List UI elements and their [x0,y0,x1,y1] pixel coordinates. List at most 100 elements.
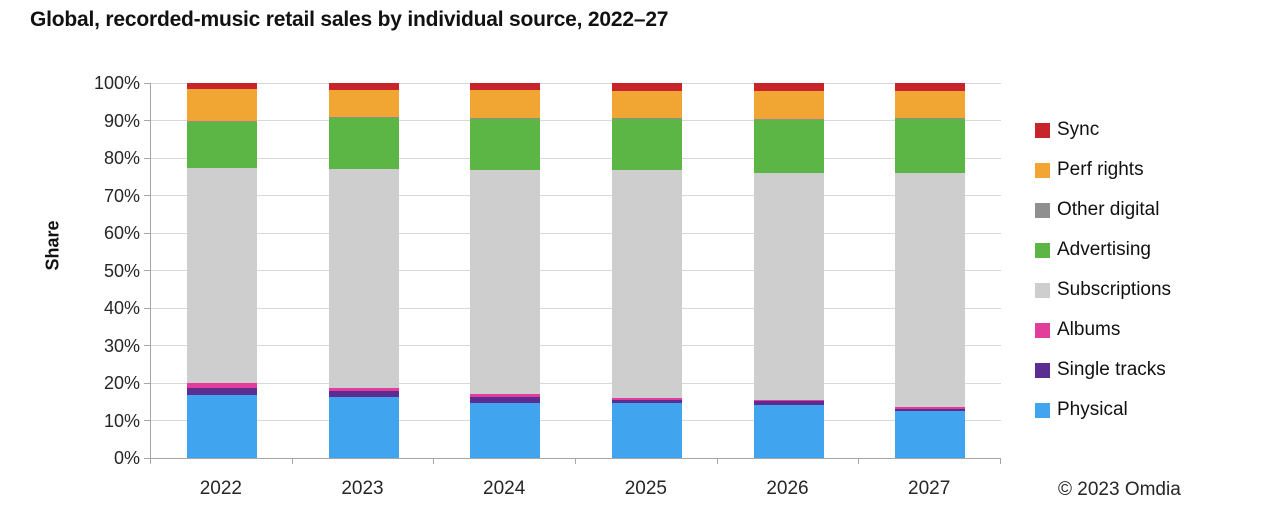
legend-swatch-advertising [1035,242,1050,258]
y-tick-mark-20 [144,382,150,384]
bar-2024-segment-subscriptions [470,169,541,394]
plot-area [150,82,1001,459]
y-tick-label-40: 40% [103,298,140,318]
y-axis-title: Share [42,220,63,271]
bar-2025-segment-physical [611,403,682,458]
legend-label: Single tracks [1057,359,1166,380]
bar-2026-segment-other-digital [753,119,824,121]
bar-2025-segment-advertising [611,118,682,170]
bar-2025-segment-other-digital [611,117,682,119]
legend-label: Physical [1057,399,1128,420]
legend-label: Subscriptions [1057,279,1172,300]
y-tick-label-100: 100% [93,73,140,93]
gridline-70 [151,195,1001,196]
x-tick-mark-1 [291,459,293,464]
bar-2023-segment-subscriptions [328,169,399,389]
bar-2023-segment-albums [328,388,399,391]
y-tick-mark-60 [144,232,150,234]
y-tick-mark-90 [144,120,150,121]
bar-2023-segment-perf-rights [328,89,399,117]
gridline-20 [151,382,1001,384]
legend-label: Albums [1057,319,1121,340]
bar-2024-segment-perf-rights [470,89,541,118]
y-tick-mark-10 [144,420,150,421]
gridline-30 [151,345,1001,346]
bar-2026-segment-sync [753,83,824,91]
gridline-80 [151,157,1001,159]
legend-swatch-albums [1035,322,1050,338]
legend-label: Sync [1057,119,1100,140]
bar-2026-segment-albums [753,399,824,402]
bar-2025 [611,83,682,458]
bar-2026-segment-advertising [753,120,824,173]
legend-swatch-other-digital [1035,202,1050,218]
legend-item-albums: Albums [1035,310,1171,350]
gridline-10 [151,420,1001,421]
bar-2026 [753,83,824,458]
x-tick-label-2024: 2024 [483,478,526,499]
bar-2023-segment-single-tracks [328,390,399,397]
bar-2027-segment-physical [895,410,966,458]
y-tick-label-90: 90% [103,110,140,131]
x-tick-label-2025: 2025 [624,478,667,499]
y-tick-label-20: 20% [103,373,140,393]
x-tick-mark-0 [150,459,151,464]
bar-2025-segment-single-tracks [611,399,682,404]
bar-2027-segment-subscriptions [895,173,966,408]
y-tick-label-10: 10% [103,410,140,431]
legend-swatch-subscriptions [1035,282,1050,298]
bar-2024-segment-single-tracks [470,397,541,403]
legend-swatch-single-tracks [1035,362,1050,378]
bar-2022-segment-other-digital [186,120,257,122]
x-tick-label-2027: 2027 [908,478,951,499]
bar-2024-segment-other-digital [470,117,541,119]
bar-2022-segment-subscriptions [186,168,257,384]
bar-2027-segment-advertising [895,119,966,173]
bar-2024-segment-physical [470,402,541,458]
bar-2027 [895,83,966,458]
legend-swatch-sync [1035,122,1050,138]
bar-2027-segment-albums [895,407,966,409]
y-tick-mark-40 [144,307,150,309]
y-tick-label-50: 50% [103,260,140,281]
bar-2026-segment-subscriptions [753,173,824,400]
y-tick-label-30: 30% [103,335,140,356]
bar-2024-segment-sync [470,83,541,90]
y-tick-label-60: 60% [103,223,140,243]
legend-item-sync: Sync [1035,110,1171,150]
bar-2025-segment-subscriptions [611,169,682,399]
bar-2027-segment-single-tracks [895,408,966,411]
gridline-60 [151,232,1001,234]
bar-2024 [470,83,541,458]
legend-label: Perf rights [1057,159,1144,180]
x-tick-mark-5 [858,459,860,464]
bar-2023 [328,83,399,458]
gridline-50 [151,270,1001,271]
x-tick-mark-4 [716,459,718,464]
gridline-90 [151,120,1001,121]
chart-title: Global, recorded-music retail sales by i… [30,8,669,31]
y-tick-mark-80 [144,157,150,159]
x-tick-label-2023: 2023 [341,478,384,499]
bar-2027-segment-perf-rights [895,90,966,119]
bar-2022-segment-albums [186,383,257,389]
y-tick-mark-100 [144,82,150,84]
bar-2025-segment-sync [611,83,682,91]
legend-item-single-tracks: Single tracks [1035,350,1171,390]
bar-2022-segment-perf-rights [186,88,257,121]
y-tick-mark-30 [144,345,150,346]
bar-2026-segment-single-tracks [753,401,824,406]
legend-item-other-digital: Other digital [1035,190,1171,230]
legend: Sync Perf rights Other digital Advertising S… [1035,110,1171,430]
x-tick-mark-3 [575,459,576,464]
bar-2026-segment-perf-rights [753,90,824,119]
copyright-text: © 2023 Omdia [1058,479,1181,500]
bar-2023-segment-other-digital [328,116,399,118]
y-tick-mark-50 [144,270,150,271]
x-tick-mark-6 [1000,459,1001,464]
bar-2027-segment-sync [895,83,966,91]
legend-label: Advertising [1057,239,1151,260]
bar-2022 [186,83,257,458]
bar-2023-segment-advertising [328,117,399,170]
bar-2024-segment-advertising [470,118,541,170]
